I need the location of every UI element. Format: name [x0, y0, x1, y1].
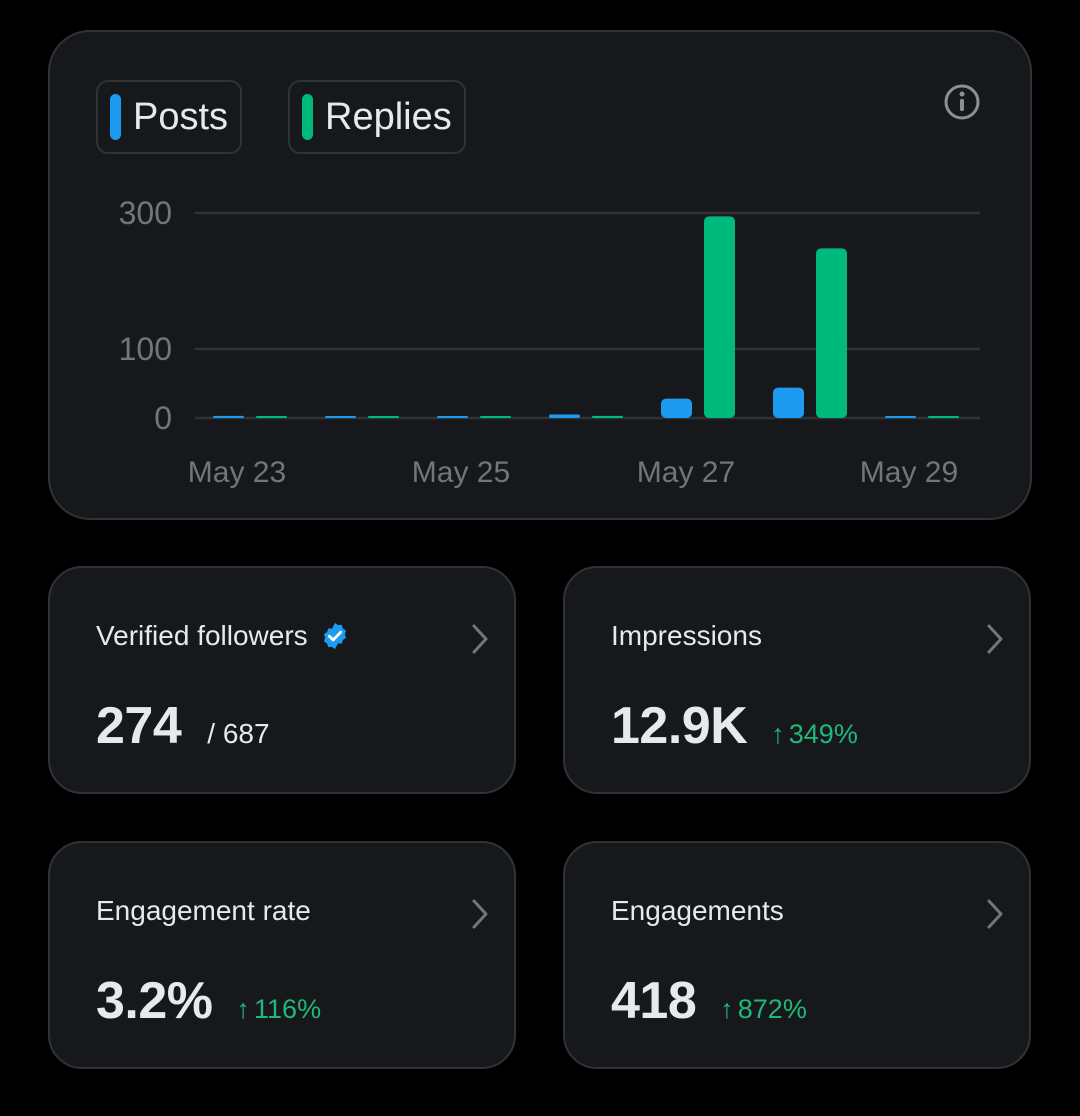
y-tick-label: 300 [119, 195, 172, 231]
replies-bar[interactable] [816, 248, 847, 418]
stat-title-text: Engagement rate [96, 895, 311, 926]
x-tick-label: May 29 [860, 456, 958, 489]
legend-replies-toggle[interactable]: Replies [288, 80, 466, 154]
replies-bar[interactable] [592, 415, 623, 418]
posts-bar[interactable] [549, 414, 580, 418]
stat-change-value: 349% [788, 719, 858, 749]
replies-bar[interactable] [256, 416, 287, 418]
stat-title: Engagement rate [96, 895, 311, 927]
x-tick-label: May 25 [412, 456, 510, 489]
bar-chart: 300 100 0 May 23 May 25 May 27 May 29 [119, 195, 980, 489]
stat-change: ↑ 872% [720, 994, 807, 1025]
arrow-up-icon: ↑ [771, 719, 785, 749]
replies-bar[interactable] [704, 216, 735, 418]
stat-card-verified-followers[interactable]: Verified followers 274 / 687 [48, 566, 516, 794]
stat-value-row: 3.2% ↑ 116% [96, 971, 321, 1031]
replies-bar[interactable] [368, 416, 399, 418]
stat-title-text: Impressions [611, 620, 762, 651]
x-tick-label: May 23 [188, 456, 286, 489]
posts-bar[interactable] [437, 416, 468, 418]
stat-title: Impressions [611, 620, 762, 652]
x-tick-label: May 27 [637, 456, 735, 489]
y-tick-label: 0 [154, 400, 172, 436]
verified-badge-icon [323, 622, 346, 650]
posts-bar[interactable] [213, 415, 244, 418]
stat-value: 274 [96, 697, 182, 755]
chevron-right-icon [472, 899, 488, 929]
arrow-up-icon: ↑ [236, 994, 251, 1024]
posts-bar[interactable] [773, 387, 804, 418]
stat-value: 12.9K [611, 697, 748, 755]
legend-posts-toggle[interactable]: Posts [96, 80, 243, 154]
chevron-right-icon [987, 899, 1003, 929]
stat-change-value: 116% [254, 994, 322, 1024]
replies-swatch [302, 94, 313, 140]
stat-value: 418 [611, 972, 697, 1030]
chevron-right-icon [987, 624, 1003, 654]
stat-card-engagement-rate[interactable]: Engagement rate 3.2% ↑ 116% [48, 841, 516, 1069]
arrow-up-icon: ↑ [720, 994, 734, 1024]
chevron-right-icon [472, 624, 488, 654]
stat-title: Verified followers [96, 620, 350, 652]
stat-value-row: 418 ↑ 872% [611, 971, 807, 1031]
y-tick-label: 100 [119, 331, 172, 367]
legend-posts-label: Posts [133, 95, 229, 138]
legend-replies-label: Replies [325, 95, 452, 138]
stat-card-engagements[interactable]: Engagements 418 ↑ 872% [563, 841, 1031, 1069]
posts-bar[interactable] [661, 398, 692, 418]
stat-change: ↑ 349% [771, 719, 858, 750]
posts-bar[interactable] [325, 416, 356, 418]
stat-title-text: Engagements [611, 895, 784, 926]
stat-total: / 687 [207, 718, 270, 749]
stat-card-impressions[interactable]: Impressions 12.9K ↑ 349% [563, 566, 1031, 794]
stat-value: 3.2% [96, 972, 213, 1030]
stat-change-value: 872% [737, 994, 807, 1024]
replies-bar[interactable] [928, 416, 959, 418]
stat-title-text: Verified followers [96, 620, 308, 651]
activity-chart-card: Posts Replies 300 100 0 May 23 May 25 May 27 M… [48, 30, 1032, 520]
posts-bar[interactable] [885, 416, 916, 418]
stat-value-row: 12.9K ↑ 349% [611, 696, 858, 756]
posts-swatch [110, 94, 121, 140]
stat-value-row: 274 / 687 [96, 696, 270, 756]
stat-title: Engagements [611, 895, 784, 927]
stat-change: ↑ 116% [237, 994, 322, 1025]
info-icon[interactable] [942, 82, 982, 122]
replies-bar[interactable] [480, 416, 511, 418]
